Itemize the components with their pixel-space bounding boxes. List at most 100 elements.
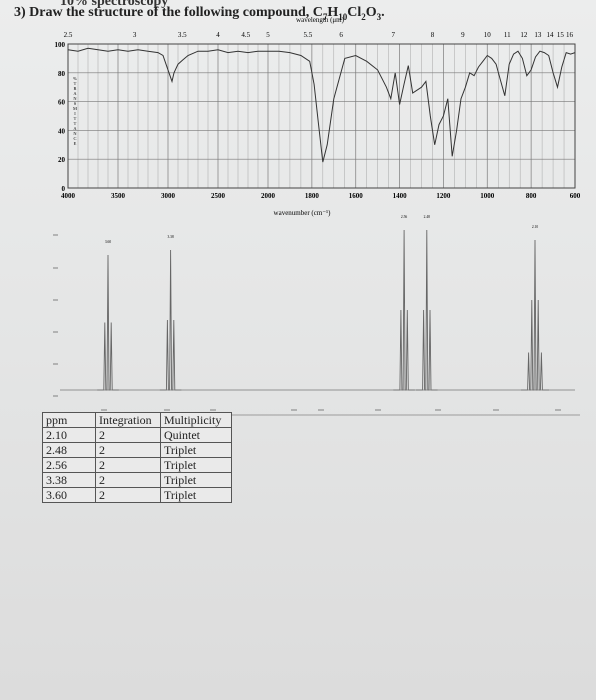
ir-top-tick-label: 5 xyxy=(266,31,270,39)
nmr-peak-label: 3.60 xyxy=(105,240,111,244)
header-ppm: ppm xyxy=(42,412,96,428)
ir-x-tick-label: 1400 xyxy=(393,192,408,200)
nmr-spectrum-chart: 2.10 2.48 2.56 3.38 3.60 xyxy=(53,215,580,416)
ir-y-axis-label-letter: S xyxy=(74,101,77,106)
header-integration: Integration xyxy=(95,412,161,428)
cell-integration: 2 xyxy=(95,427,161,443)
table-row: 2.10 2 Quintet xyxy=(42,427,232,443)
nmr-peak xyxy=(416,229,438,391)
ir-x-tick-label: 600 xyxy=(570,192,581,200)
ir-x-tick-label: 800 xyxy=(526,192,537,200)
nmr-peak xyxy=(97,254,119,391)
ir-top-tick-label: 4 xyxy=(216,31,220,39)
ir-y-tick-label: 20 xyxy=(58,156,66,164)
ir-x-tick-label: 1600 xyxy=(349,192,364,200)
cell-ppm: 2.56 xyxy=(42,457,96,473)
ir-y-axis-label-letter: N xyxy=(73,131,77,136)
ir-y-axis-label-letter: A xyxy=(73,126,77,131)
ir-plot-frame xyxy=(67,43,576,189)
ir-x-ticks: 4000 3500 3000 2500 2000 1800 1600 1400 1200 1000… xyxy=(61,192,581,200)
cell-multiplicity: Triplet xyxy=(160,472,232,488)
ir-top-tick-label: 3.5 xyxy=(178,31,187,39)
cell-ppm: 3.60 xyxy=(42,487,96,503)
table-row: 2.56 2 Triplet xyxy=(42,457,232,473)
ir-top-axis-label: wavelength (μm) xyxy=(296,16,345,24)
ir-y-axis-label-letter: A xyxy=(73,91,77,96)
table-row: 3.38 2 Triplet xyxy=(42,472,232,488)
ir-top-ticks: 2.5 3 3.5 4 4.5 5 5.5 6 7 8 9 10 11 12 13 14 15 16 xyxy=(64,31,574,39)
ir-y-tick-label: 60 xyxy=(58,99,66,107)
ir-y-axis-label-letter: T xyxy=(74,81,77,86)
ir-top-tick-label: 7 xyxy=(392,31,396,39)
ir-top-tick-label: 16 xyxy=(566,31,574,39)
ir-y-axis-label-letter: R xyxy=(74,86,77,91)
cell-multiplicity: Triplet xyxy=(160,487,232,503)
cell-integration: 2 xyxy=(95,442,161,458)
cell-integration: 2 xyxy=(95,457,161,473)
ir-top-tick-label: 14 xyxy=(546,31,554,39)
ir-y-axis-label-letter: N xyxy=(73,96,77,101)
table-header-row: ppm Integration Multiplicity xyxy=(42,412,232,428)
ir-y-axis-label-letter: I xyxy=(74,111,76,116)
ir-top-tick-label: 11 xyxy=(504,31,511,39)
nmr-peak-labels: 2.10 2.48 2.56 3.38 3.60 xyxy=(105,215,538,244)
nmr-peak xyxy=(159,249,182,391)
nmr-peak xyxy=(521,239,549,391)
ir-x-tick-label: 2500 xyxy=(211,192,226,200)
cell-multiplicity: Quintet xyxy=(160,427,232,443)
ir-x-tick-label: 1800 xyxy=(305,192,320,200)
ir-x-tick-label: 4000 xyxy=(61,192,76,200)
ir-top-tick-label: 6 xyxy=(339,31,343,39)
nmr-peak-label: 2.10 xyxy=(532,225,538,229)
ir-y-axis-label-letter: % xyxy=(73,76,77,81)
cell-multiplicity: Triplet xyxy=(160,442,232,458)
ir-y-axis-label-letter: M xyxy=(73,106,77,111)
ir-top-tick-label: 9 xyxy=(461,31,465,39)
nmr-data-table: ppm Integration Multiplicity 2.10 2 Quin… xyxy=(42,412,232,503)
ir-y-axis-label-letter: C xyxy=(74,136,77,141)
ir-y-tick-label: 100 xyxy=(55,41,66,49)
cell-ppm: 2.48 xyxy=(42,442,96,458)
ir-spectrum-chart: wavelength (μm) 2.5 3 3.5 4 4.5 5 5.5 6 7 8 9 10 11 1… xyxy=(55,16,581,217)
nmr-peak-label: 3.38 xyxy=(167,235,173,239)
ir-top-tick-label: 13 xyxy=(534,31,542,39)
table-row: 3.60 2 Triplet xyxy=(42,487,232,503)
ir-y-tick-label: 0 xyxy=(62,185,66,193)
header-multiplicity: Multiplicity xyxy=(160,412,232,428)
question-title: 3) Draw the structure of the following c… xyxy=(14,5,385,22)
ir-top-tick-label: 12 xyxy=(520,31,528,39)
ir-y-tick-label: 40 xyxy=(58,127,66,135)
ir-x-axis-label: wavenumber (cm⁻¹) xyxy=(274,209,332,217)
nmr-peak xyxy=(393,229,415,391)
ir-y-ticks: 0 20 40 60 80 100 xyxy=(55,41,66,193)
ir-y-axis-label-letter: E xyxy=(74,141,77,146)
nmr-peak-label: 2.48 xyxy=(424,215,430,219)
ir-top-tick-label: 3 xyxy=(133,31,137,39)
nmr-peak-label: 2.56 xyxy=(401,215,407,219)
ir-x-tick-label: 3000 xyxy=(161,192,176,200)
cell-multiplicity: Triplet xyxy=(160,457,232,473)
cell-ppm: 3.38 xyxy=(42,472,96,488)
ir-top-tick-label: 8 xyxy=(431,31,435,39)
ir-y-tick-label: 80 xyxy=(58,70,66,78)
ir-x-tick-label: 1000 xyxy=(480,192,495,200)
cut-off-heading: 10% spectroscopy xyxy=(60,0,169,9)
cell-integration: 2 xyxy=(95,472,161,488)
ir-y-axis-label-letter: T xyxy=(74,121,77,126)
table-row: 2.48 2 Triplet xyxy=(42,442,232,458)
ir-top-tick-label: 4.5 xyxy=(241,31,250,39)
nmr-left-scale xyxy=(53,234,58,397)
nmr-peaks xyxy=(60,229,575,391)
ir-top-tick-label: 15 xyxy=(557,31,565,39)
cell-integration: 2 xyxy=(95,487,161,503)
ir-top-tick-label: 5.5 xyxy=(303,31,312,39)
cell-ppm: 2.10 xyxy=(42,427,96,443)
ir-x-tick-label: 3500 xyxy=(111,192,126,200)
ir-x-tick-label: 2000 xyxy=(261,192,276,200)
ir-top-tick-label: 10 xyxy=(484,31,492,39)
ir-x-tick-label: 1200 xyxy=(436,192,451,200)
ir-spectrum-line xyxy=(67,47,576,163)
ir-y-axis-label-letter: T xyxy=(74,116,77,121)
